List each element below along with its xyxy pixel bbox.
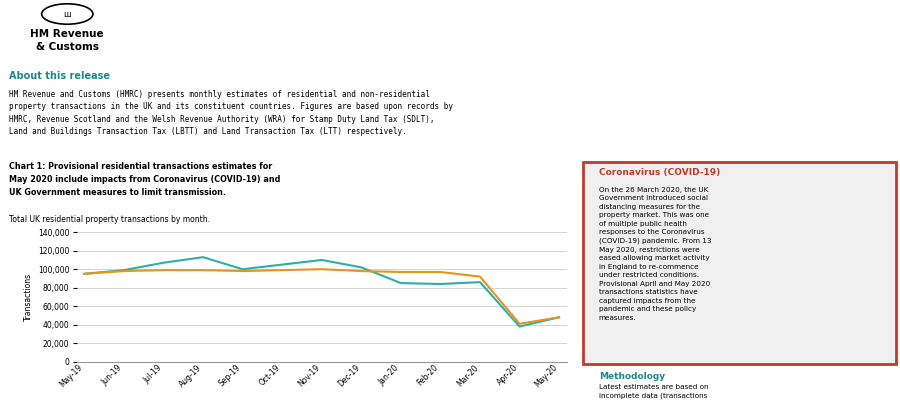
Text: HM Revenue and Customs (HMRC) presents monthly estimates of residential and non-: HM Revenue and Customs (HMRC) presents m… <box>9 90 453 136</box>
Text: Latest estimates are based on
incomplete data (transactions: Latest estimates are based on incomplete… <box>598 384 708 399</box>
Text: ш: ш <box>63 9 71 18</box>
Text: Coronavirus (COVID-19): Coronavirus (COVID-19) <box>598 169 720 178</box>
Text: About this release: About this release <box>9 71 110 81</box>
Text: On the 26 March 2020, the UK
Government introduced social
distancing measures fo: On the 26 March 2020, the UK Government … <box>598 187 711 321</box>
Text: Chart 1: Provisional residential transactions estimates for
May 2020 include imp: Chart 1: Provisional residential transac… <box>9 162 281 197</box>
FancyBboxPatch shape <box>583 162 896 364</box>
Text: Total UK residential property transactions by month.: Total UK residential property transactio… <box>9 215 210 224</box>
Text: Methodology: Methodology <box>598 372 665 381</box>
Text: May 2020 update: May 2020 update <box>625 43 760 57</box>
Text: & Customs: & Customs <box>36 42 99 52</box>
Y-axis label: Transactions: Transactions <box>23 273 32 321</box>
Text: UK Property Transactions Statistics: UK Property Transactions Statistics <box>336 11 724 30</box>
Text: HM Revenue: HM Revenue <box>31 30 104 39</box>
